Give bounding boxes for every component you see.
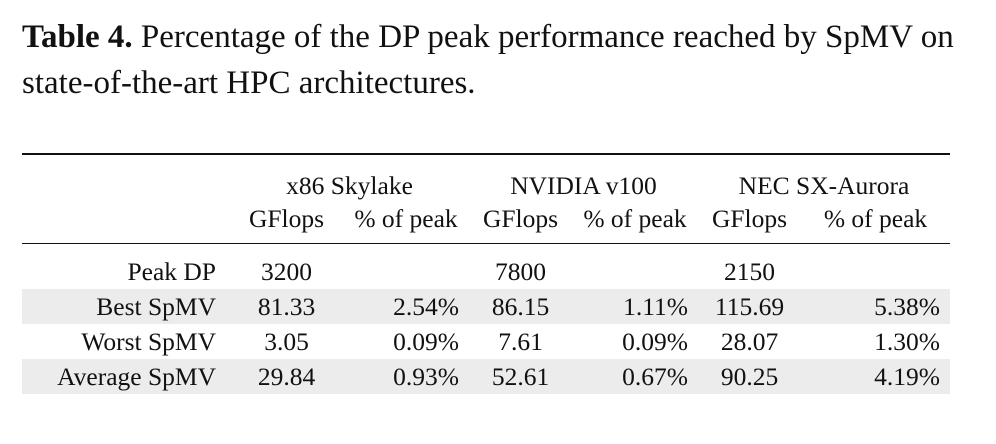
table-cell bbox=[801, 244, 950, 290]
table-cell bbox=[343, 244, 469, 290]
subheader-gflops: GFlops bbox=[469, 202, 572, 244]
table-cell: 90.25 bbox=[698, 359, 801, 394]
row-label: Peak DP bbox=[127, 256, 216, 286]
row-label: Worst SpMV bbox=[81, 326, 216, 356]
sub-header-row: GFlops % of peak GFlops % of peak GFlops… bbox=[22, 202, 950, 244]
subheader-gflops: GFlops bbox=[698, 202, 801, 244]
table-cell: 3200 bbox=[261, 256, 312, 286]
table-cell: 0.09% bbox=[393, 326, 459, 356]
table-row-best-spmv: Best SpMV 81.33 2.54% 86.15 1.11% 115.69… bbox=[22, 289, 950, 324]
caption-text: Percentage of the DP peak performance re… bbox=[22, 19, 954, 101]
table-cell: 0.09% bbox=[622, 326, 688, 356]
corner-subheader bbox=[22, 202, 230, 244]
table-cell: 29.84 bbox=[230, 359, 343, 394]
group-header-aurora: NEC SX-Aurora bbox=[698, 153, 950, 202]
table-row-peak-dp: Peak DP 3200 7800 2150 bbox=[22, 244, 950, 290]
table-cell: 4.19% bbox=[801, 359, 950, 394]
table-cell: 5.38% bbox=[801, 289, 950, 324]
table-cell: 3.05 bbox=[264, 326, 309, 356]
subheader-pct-peak: % of peak bbox=[801, 202, 950, 244]
table-cell bbox=[572, 244, 698, 290]
table-row-average-spmv: Average SpMV 29.84 0.93% 52.61 0.67% 90.… bbox=[22, 359, 950, 394]
table-cell: 81.33 bbox=[230, 289, 343, 324]
table-cell: 7800 bbox=[495, 256, 546, 286]
table-cell: 2.54% bbox=[343, 289, 469, 324]
table-cell: 0.93% bbox=[343, 359, 469, 394]
table-cell: 52.61 bbox=[469, 359, 572, 394]
corner-header bbox=[22, 153, 230, 202]
row-label: Average SpMV bbox=[22, 359, 230, 394]
table-row-worst-spmv: Worst SpMV 3.05 0.09% 7.61 0.09% 28.07 1… bbox=[22, 324, 950, 359]
table-cell: 7.61 bbox=[498, 326, 543, 356]
group-header-v100: NVIDIA v100 bbox=[469, 153, 698, 202]
table-cell: 115.69 bbox=[698, 289, 801, 324]
subheader-pct-peak: % of peak bbox=[343, 202, 469, 244]
subheader-pct-peak: % of peak bbox=[572, 202, 698, 244]
row-label: Best SpMV bbox=[22, 289, 230, 324]
table-cell: 28.07 bbox=[720, 326, 779, 356]
table-caption: Table 4. Percentage of the DP peak perfo… bbox=[22, 14, 972, 106]
caption-label: Table 4. bbox=[22, 19, 133, 55]
table-cell: 86.15 bbox=[469, 289, 572, 324]
table-cell: 0.67% bbox=[572, 359, 698, 394]
results-table: x86 Skylake NVIDIA v100 NEC SX-Aurora GF… bbox=[22, 153, 950, 394]
group-header-row: x86 Skylake NVIDIA v100 NEC SX-Aurora bbox=[22, 153, 950, 202]
table-cell: 1.11% bbox=[572, 289, 698, 324]
table-cell: 1.30% bbox=[874, 326, 940, 356]
results-table-container: x86 Skylake NVIDIA v100 NEC SX-Aurora GF… bbox=[22, 153, 950, 394]
subheader-gflops: GFlops bbox=[230, 202, 343, 244]
group-header-skylake: x86 Skylake bbox=[230, 153, 469, 202]
table-cell: 2150 bbox=[724, 256, 775, 286]
